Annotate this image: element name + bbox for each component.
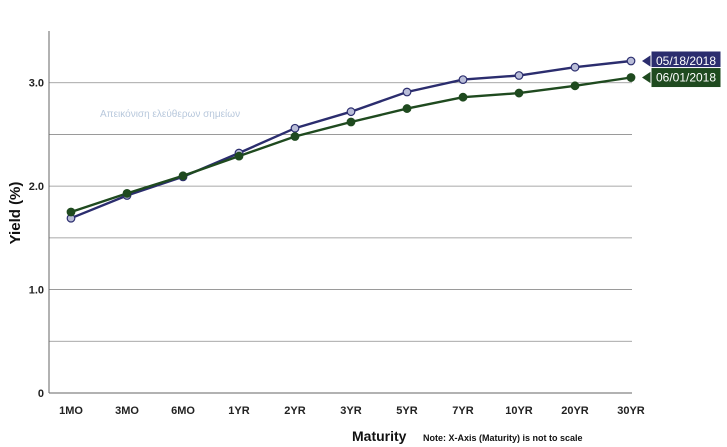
x-tick-label: 20YR xyxy=(561,405,589,417)
y-tick-labels: 0 1.0 2.0 3.0 xyxy=(29,78,44,400)
flag-pointer xyxy=(642,54,651,67)
x-tick-label: 3YR xyxy=(340,405,361,417)
series-lines xyxy=(66,56,636,223)
x-tick-label: 1YR xyxy=(228,405,249,417)
x-tick-label: 3MO xyxy=(115,405,139,417)
data-point xyxy=(122,188,132,198)
x-tick-labels: 1MO 3MO 6MO 1YR 2YR 3YR 5YR 7YR 10YR 20YR 30YR xyxy=(59,405,645,417)
data-point xyxy=(346,107,356,117)
x-tick-label: 5YR xyxy=(396,405,417,417)
y-tick-label: 1.0 xyxy=(29,285,44,297)
y-tick-label: 0 xyxy=(38,388,44,400)
flag-box xyxy=(650,67,722,89)
axes xyxy=(48,31,632,394)
x-tick-label: 7YR xyxy=(452,405,473,417)
data-point xyxy=(514,71,524,80)
data-point xyxy=(66,207,76,217)
data-point xyxy=(514,88,524,98)
x-axis-title: Maturity xyxy=(352,428,407,444)
data-point xyxy=(626,73,636,82)
x-axis-note: Note: X-Axis (Maturity) is not to scale xyxy=(423,433,583,443)
data-point xyxy=(570,62,580,72)
series-flag: 06/01/2018 xyxy=(642,67,722,89)
y-axis-title: Yield (%) xyxy=(7,182,24,245)
flag-pointer xyxy=(642,71,651,84)
data-point xyxy=(402,104,412,113)
data-point xyxy=(234,151,244,161)
data-point xyxy=(290,132,300,141)
x-tick-label: 30YR xyxy=(617,405,645,417)
x-tick-label: 10YR xyxy=(505,405,533,417)
data-point xyxy=(178,171,188,181)
data-point xyxy=(290,123,300,133)
x-tick-label: 6MO xyxy=(171,405,195,417)
data-point xyxy=(346,117,356,127)
y-tick-label: 2.0 xyxy=(29,181,44,193)
x-tick-label: 2YR xyxy=(284,405,305,417)
y-tick-label: 3.0 xyxy=(29,78,44,90)
data-point xyxy=(458,75,468,85)
flag-label: 05/18/2018 xyxy=(656,54,716,68)
data-point xyxy=(626,56,636,66)
data-point xyxy=(402,87,412,97)
x-tick-label: 1MO xyxy=(59,405,83,417)
series-flag: 05/18/2018 xyxy=(642,50,722,72)
flag-label: 06/01/2018 xyxy=(656,71,716,85)
data-point xyxy=(458,92,468,102)
series-line xyxy=(70,76,632,214)
grid-lines xyxy=(49,82,632,342)
data-point xyxy=(570,81,580,91)
watermark-text: Απεικόνιση ελεύθερων σημείων xyxy=(100,108,240,120)
series-line xyxy=(70,59,632,220)
series-flags: 05/18/2018 06/01/2018 xyxy=(642,50,722,89)
